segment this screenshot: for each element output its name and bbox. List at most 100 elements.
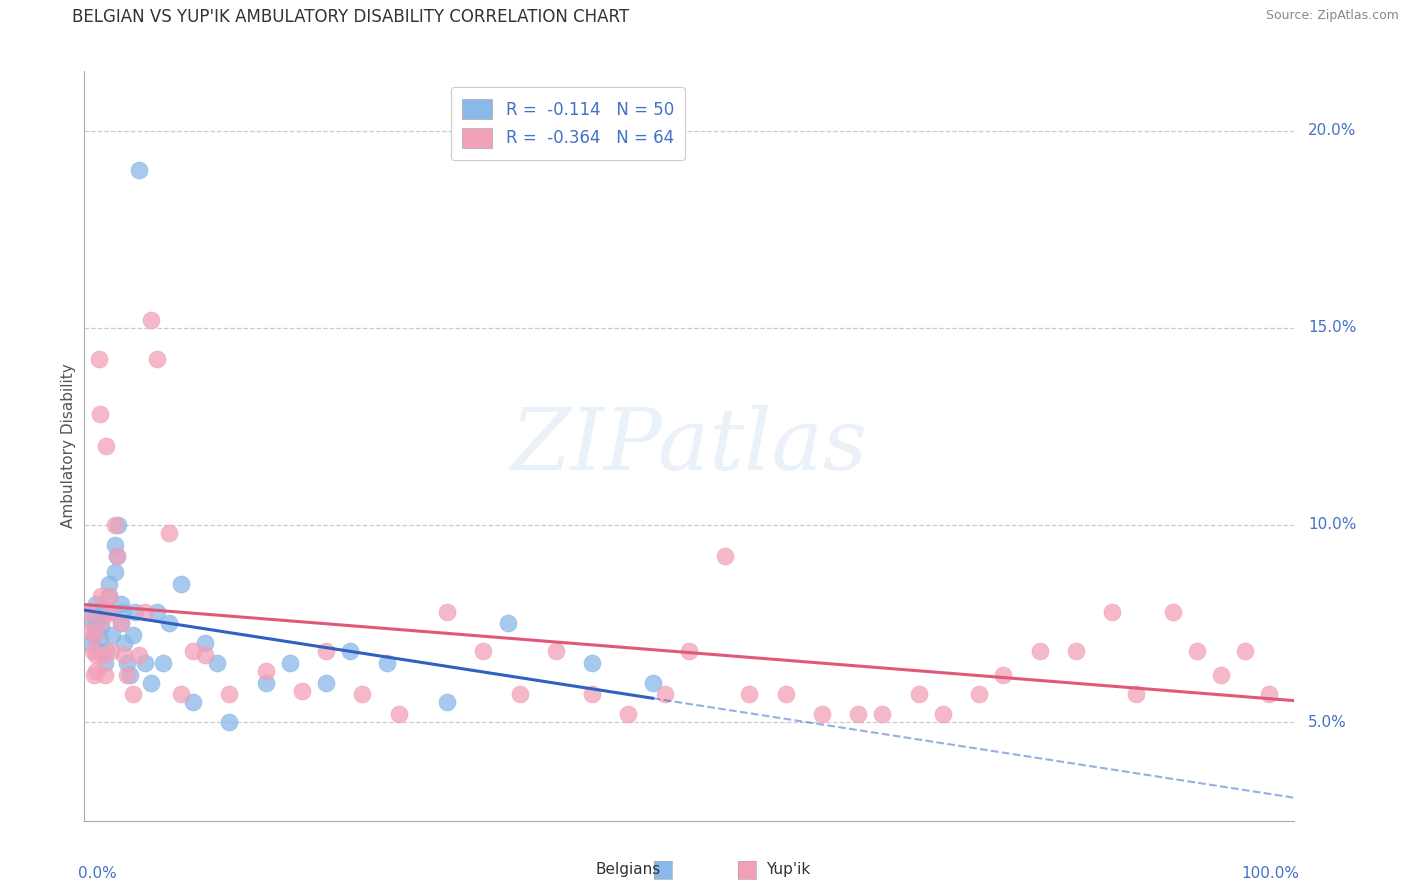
Point [544, 644, 567, 658]
Point [152, 656, 174, 670]
Point [846, 707, 869, 722]
Point [1125, 688, 1147, 702]
Point [98, 605, 121, 619]
Point [94, 667, 117, 681]
Point [581, 656, 603, 670]
Point [90, 589, 112, 603]
Point [115, 667, 138, 681]
Text: 20.0%: 20.0% [1308, 123, 1357, 138]
Point [436, 605, 458, 619]
Point [79, 636, 101, 650]
Point [1064, 644, 1087, 658]
Point [139, 313, 162, 327]
Text: 0.0%: 0.0% [79, 865, 117, 880]
Text: 5.0%: 5.0% [1308, 714, 1347, 730]
Point [1185, 644, 1208, 658]
Point [811, 707, 834, 722]
Point [120, 667, 142, 681]
Point [375, 656, 398, 670]
Point [207, 656, 229, 670]
Y-axis label: Ambulatory Disability: Ambulatory Disability [60, 364, 76, 528]
Point [104, 517, 127, 532]
Point [91, 613, 114, 627]
Point [128, 648, 150, 662]
Point [436, 695, 458, 709]
Point [170, 688, 193, 702]
Point [139, 675, 162, 690]
Point [97, 577, 120, 591]
Text: BELGIAN VS YUP'IK AMBULATORY DISABILITY CORRELATION CHART: BELGIAN VS YUP'IK AMBULATORY DISABILITY … [72, 8, 630, 27]
Point [112, 636, 135, 650]
Point [87, 352, 110, 367]
Point [86, 664, 108, 678]
Text: Source: ZipAtlas.com: Source: ZipAtlas.com [1265, 9, 1399, 22]
Point [993, 667, 1015, 681]
Point [73, 605, 96, 619]
Point [1234, 644, 1257, 658]
Legend: R =  -0.114   N = 50, R =  -0.364   N = 64: R = -0.114 N = 50, R = -0.364 N = 64 [450, 87, 686, 160]
Point [124, 605, 146, 619]
Point [121, 628, 143, 642]
Point [89, 632, 111, 647]
Point [100, 644, 122, 658]
Point [94, 439, 117, 453]
Point [115, 656, 138, 670]
Point [101, 628, 124, 642]
Point [107, 517, 129, 532]
Point [91, 608, 114, 623]
Point [181, 695, 204, 709]
Point [872, 707, 894, 722]
Point [496, 616, 519, 631]
Point [157, 616, 180, 631]
Point [654, 688, 676, 702]
Point [128, 163, 150, 178]
Point [77, 605, 100, 619]
Text: 10.0%: 10.0% [1308, 517, 1357, 533]
Text: 15.0%: 15.0% [1308, 320, 1357, 335]
Point [87, 644, 110, 658]
Point [134, 605, 156, 619]
Point [1028, 644, 1050, 658]
Point [1161, 605, 1184, 619]
Text: Belgians: Belgians [596, 863, 661, 877]
Point [315, 644, 337, 658]
Point [278, 656, 301, 670]
Point [112, 648, 135, 662]
Point [83, 667, 105, 681]
Point [90, 620, 112, 634]
Point [121, 688, 143, 702]
Point [146, 352, 169, 367]
Point [94, 644, 117, 658]
Text: 100.0%: 100.0% [1241, 865, 1299, 880]
Point [110, 616, 132, 631]
Point [617, 707, 640, 722]
Point [775, 688, 797, 702]
Point [254, 675, 277, 690]
Point [134, 656, 156, 670]
Point [1209, 667, 1232, 681]
Point [86, 624, 108, 639]
Point [218, 714, 240, 729]
Point [194, 636, 217, 650]
Point [82, 644, 104, 658]
Point [104, 565, 127, 579]
Point [82, 616, 104, 631]
Point [738, 688, 761, 702]
Point [93, 648, 115, 662]
Point [86, 597, 108, 611]
Text: Yup'ik: Yup'ik [766, 863, 810, 877]
Point [104, 538, 127, 552]
Point [157, 525, 180, 540]
Point [97, 589, 120, 603]
Point [254, 664, 277, 678]
Point [110, 597, 132, 611]
Point [641, 675, 664, 690]
Point [291, 683, 314, 698]
Point [907, 688, 929, 702]
Point [339, 644, 361, 658]
Point [1258, 688, 1281, 702]
Point [678, 644, 700, 658]
Text: ZIPatlas: ZIPatlas [510, 405, 868, 487]
Point [1101, 605, 1123, 619]
Point [388, 707, 411, 722]
